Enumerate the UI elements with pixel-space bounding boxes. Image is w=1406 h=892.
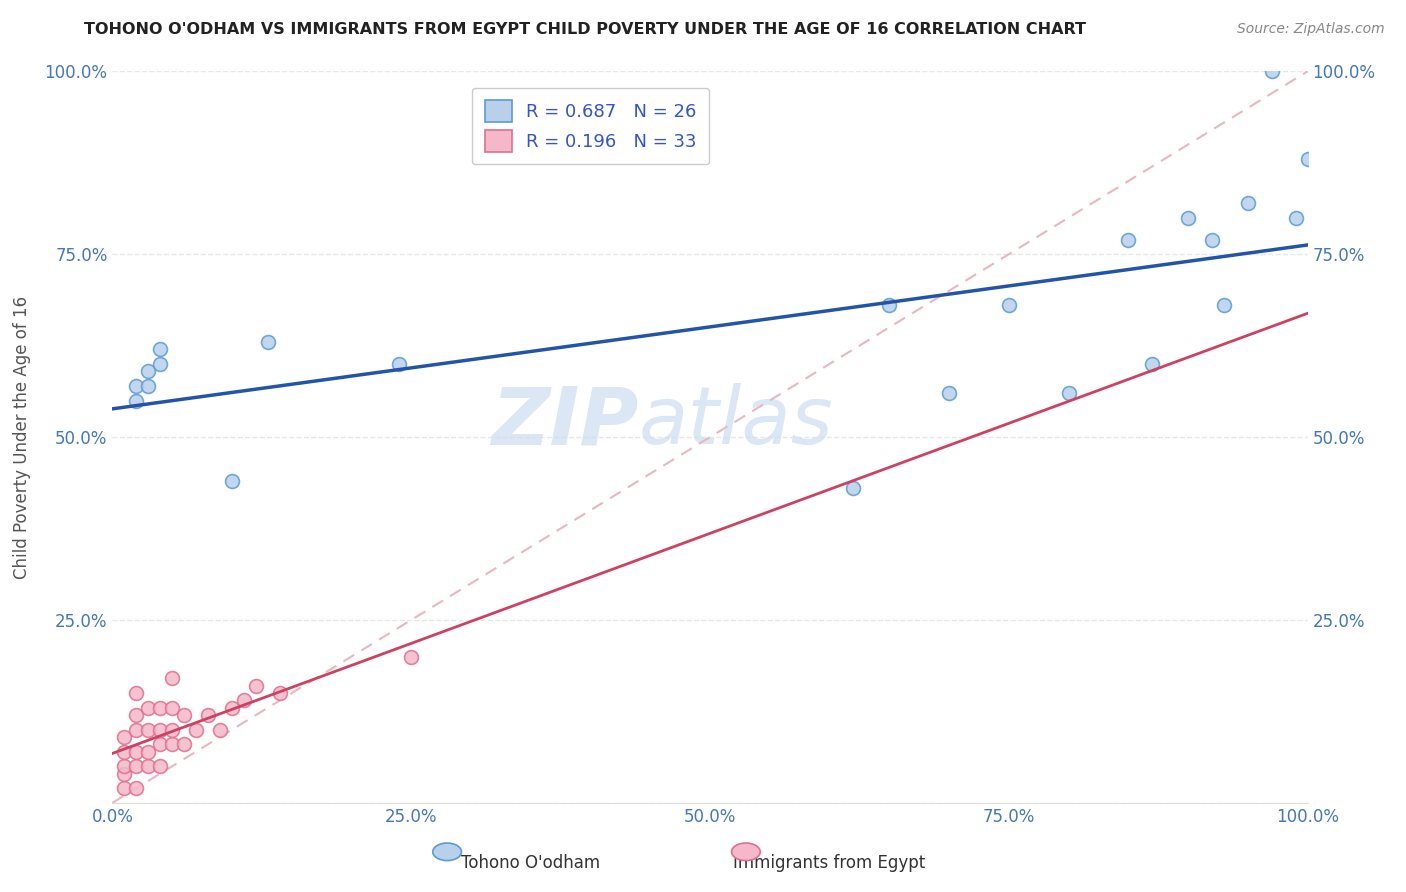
Point xyxy=(125,723,148,737)
Point xyxy=(162,723,183,737)
Point xyxy=(162,737,183,751)
Point xyxy=(138,759,160,773)
Point xyxy=(114,745,135,759)
Legend: R = 0.687   N = 26, R = 0.196   N = 33: R = 0.687 N = 26, R = 0.196 N = 33 xyxy=(472,87,709,164)
Point xyxy=(1213,298,1236,312)
Point xyxy=(221,474,243,488)
Point xyxy=(162,700,183,714)
Circle shape xyxy=(433,843,461,861)
Point xyxy=(149,343,172,357)
Point xyxy=(879,298,901,312)
Point xyxy=(1177,211,1199,225)
Point xyxy=(842,481,865,495)
Point xyxy=(149,737,172,751)
Point xyxy=(209,723,232,737)
Point xyxy=(269,686,291,700)
Point xyxy=(114,766,135,780)
Point xyxy=(138,723,160,737)
Point xyxy=(138,700,160,714)
Point xyxy=(197,708,219,723)
Circle shape xyxy=(731,843,761,861)
Point xyxy=(149,759,172,773)
Text: ZIP: ZIP xyxy=(491,384,638,461)
Text: Tohono O'odham: Tohono O'odham xyxy=(461,854,600,872)
Point xyxy=(138,364,160,378)
Point xyxy=(221,700,243,714)
Text: TOHONO O'ODHAM VS IMMIGRANTS FROM EGYPT CHILD POVERTY UNDER THE AGE OF 16 CORREL: TOHONO O'ODHAM VS IMMIGRANTS FROM EGYPT … xyxy=(84,22,1087,37)
Point xyxy=(125,393,148,408)
Text: atlas: atlas xyxy=(638,384,834,461)
Point xyxy=(1296,152,1319,166)
Point xyxy=(388,357,411,371)
Point xyxy=(162,672,183,686)
Point xyxy=(125,708,148,723)
Point xyxy=(1118,233,1140,247)
Point xyxy=(1285,211,1308,225)
Point xyxy=(173,708,195,723)
Point xyxy=(114,781,135,796)
Point xyxy=(125,686,148,700)
Point xyxy=(245,679,267,693)
Point xyxy=(1261,64,1284,78)
Point xyxy=(233,693,256,707)
Point xyxy=(125,379,148,393)
Point xyxy=(114,730,135,744)
Point xyxy=(138,379,160,393)
Point xyxy=(1057,386,1080,401)
Point xyxy=(149,357,172,371)
Point xyxy=(173,737,195,751)
Point xyxy=(257,334,280,349)
Point xyxy=(1237,196,1260,211)
Point xyxy=(1142,357,1164,371)
Point xyxy=(938,386,960,401)
Point xyxy=(1201,233,1223,247)
Point xyxy=(125,745,148,759)
Point xyxy=(149,700,172,714)
Point xyxy=(125,781,148,796)
Y-axis label: Child Poverty Under the Age of 16: Child Poverty Under the Age of 16 xyxy=(13,295,31,579)
Point xyxy=(998,298,1021,312)
Point xyxy=(125,759,148,773)
Point xyxy=(138,745,160,759)
Point xyxy=(114,759,135,773)
Point xyxy=(186,723,208,737)
Text: Source: ZipAtlas.com: Source: ZipAtlas.com xyxy=(1237,22,1385,37)
Text: Immigrants from Egypt: Immigrants from Egypt xyxy=(734,854,925,872)
Point xyxy=(149,723,172,737)
Point xyxy=(401,649,423,664)
